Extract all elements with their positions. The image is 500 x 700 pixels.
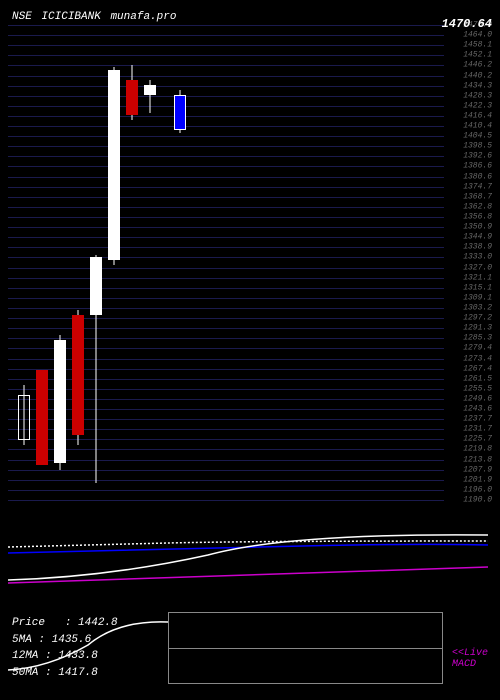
stock-chart-container: NSE ICICIBANK munafa.pro 1470.64 1470.01… (0, 0, 500, 700)
top-price-label: 1470.64 (442, 17, 492, 31)
price-info-panel: Price : 1442.8 5MA : 1435.6 12MA : 1433.… (12, 615, 118, 681)
ma5-row: 5MA : 1435.6 (12, 632, 118, 649)
macd-label: <<Live MACD (452, 648, 488, 670)
macd-indicator-box (168, 612, 443, 684)
price-label: Price (12, 617, 45, 629)
price-row: Price : 1442.8 (12, 615, 118, 632)
symbol-label: ICICIBANK (41, 11, 100, 23)
source-label: munafa.pro (110, 11, 176, 23)
ma50-row: 50MA : 1417.8 (12, 665, 118, 682)
ma12-value: 1433.8 (58, 650, 98, 662)
ma12-row: 12MA : 1433.8 (12, 648, 118, 665)
macd-zero-line (169, 648, 442, 649)
ma50-value: 1417.8 (58, 667, 98, 679)
exchange-label: NSE (12, 11, 32, 23)
ma50-label: 50MA (12, 667, 38, 679)
macd-live-text: <<Live (452, 648, 488, 659)
chart-header: NSE ICICIBANK munafa.pro (12, 6, 176, 24)
ma5-value: 1435.6 (52, 634, 92, 646)
price-value: 1442.8 (78, 617, 118, 629)
ma-lines-svg (8, 505, 492, 600)
ma5-label: 5MA (12, 634, 32, 646)
price-grid: 1470.01464.01458.11452.11446.21440.21434… (8, 25, 492, 500)
macd-name-text: MACD (452, 659, 488, 670)
moving-average-panel (8, 505, 492, 600)
ma12-label: 12MA (12, 650, 38, 662)
